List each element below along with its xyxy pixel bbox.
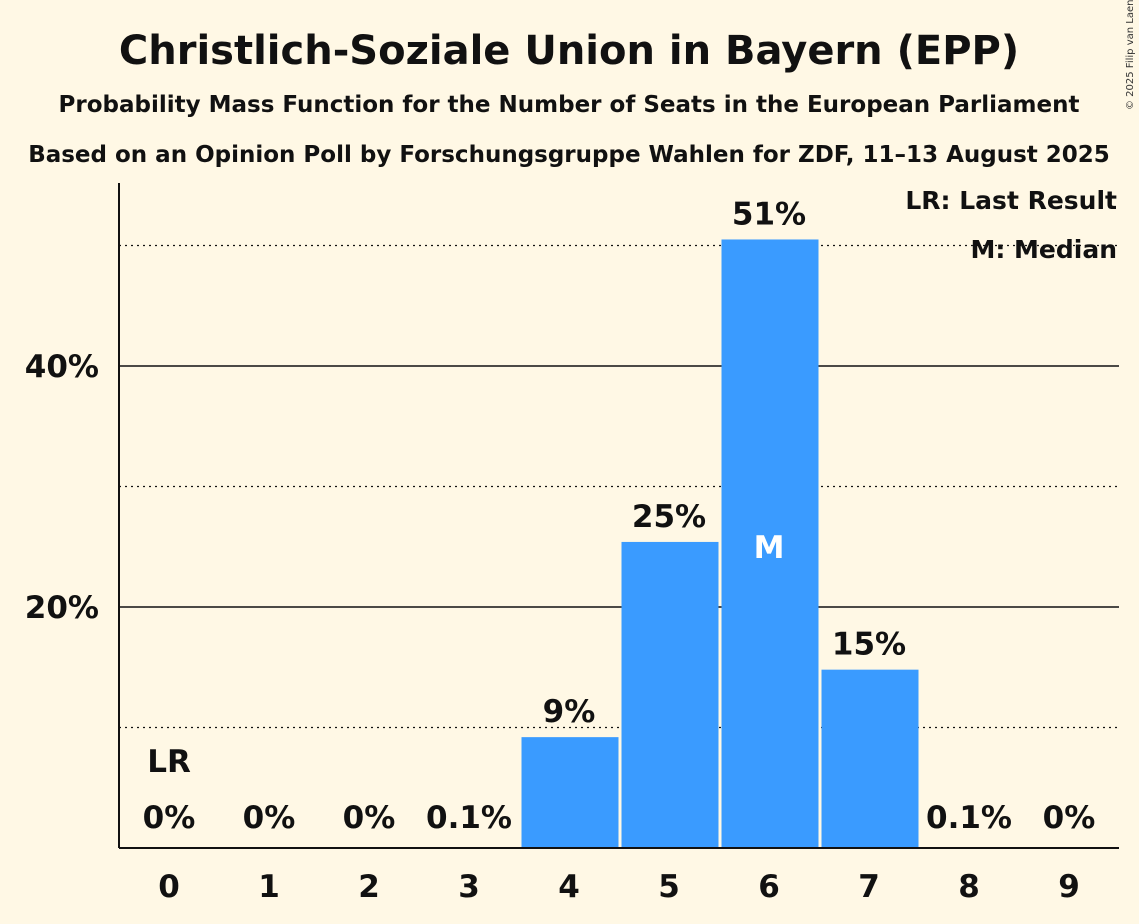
value-label: 0% — [1043, 800, 1096, 836]
legend-entry: M: Median — [970, 235, 1117, 264]
x-tick-label: 9 — [1058, 869, 1080, 905]
value-label: 0.1% — [926, 800, 1012, 836]
bar — [521, 737, 619, 848]
value-label: 25% — [632, 499, 706, 535]
value-labels: 0% 0 0% 1 0% 2 0.1% 3 9% 4 25% 5 51% 6 15% 7 0.1% 8 0% 9 M LR — [143, 196, 1096, 905]
bar — [721, 239, 819, 849]
x-tick-label: 0 — [158, 869, 180, 905]
y-tick-label: 20% — [25, 590, 99, 626]
value-label: 0% — [343, 800, 396, 836]
axes: 20% 40% — [25, 183, 1119, 849]
value-label: 15% — [832, 627, 906, 663]
value-label: 9% — [543, 694, 596, 730]
x-tick-label: 3 — [458, 869, 480, 905]
x-tick-label: 2 — [358, 869, 380, 905]
value-label: 0% — [243, 800, 296, 836]
x-tick-label: 4 — [558, 869, 580, 905]
x-tick-label: 8 — [958, 869, 980, 905]
legend-entry: LR: Last Result — [905, 186, 1117, 215]
y-tick-label: 40% — [25, 349, 99, 385]
bar — [821, 669, 919, 848]
value-label: 0.1% — [426, 800, 512, 836]
chart-subtitle: Probability Mass Function for the Number… — [59, 92, 1080, 118]
x-tick-label: 6 — [758, 869, 780, 905]
value-label: 51% — [732, 196, 806, 232]
last-result-marker: LR — [147, 744, 191, 780]
gridlines — [119, 244, 1119, 729]
x-tick-label: 5 — [658, 869, 680, 905]
value-label: 0% — [143, 800, 196, 836]
median-marker: M — [754, 530, 785, 566]
legend: LR: Last Result M: Median — [905, 186, 1117, 264]
chart-subtitle-source: Based on an Opinion Poll by Forschungsgr… — [28, 142, 1110, 168]
bar — [621, 541, 719, 848]
bars — [521, 239, 919, 849]
copyright-notice: © 2025 Filip van Laenen — [1125, 0, 1136, 110]
chart-title: Christlich-Soziale Union in Bayern (EPP) — [119, 28, 1019, 74]
x-tick-label: 1 — [258, 869, 280, 905]
x-tick-label: 7 — [858, 869, 880, 905]
